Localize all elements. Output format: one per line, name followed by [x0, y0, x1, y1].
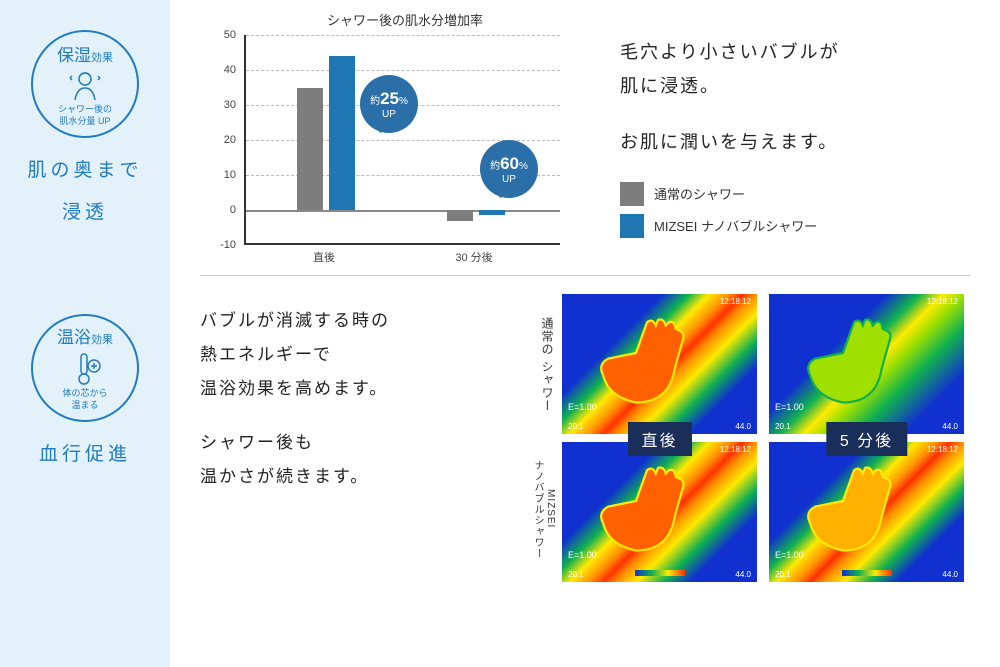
legend-item: MIZSEI ナノバブルシャワー: [620, 214, 970, 238]
hand-icon: [799, 457, 909, 567]
hand-icon: [592, 309, 702, 419]
top-section: シャワー後の肌水分増加率 -10 0 10 20 30 40 50 直後 30 分後 約25%U…: [200, 10, 970, 265]
badge-warmth-title: 温浴効果: [57, 323, 113, 348]
y-tick-label: 10: [224, 169, 236, 181]
badge-title-sub: 効果: [91, 52, 113, 64]
thermal-image: 12:18:12 E=1.00 20.144.0: [562, 442, 757, 582]
badge-moisture: 保湿効果 シャワー後の 肌水分量 UP: [31, 30, 139, 138]
sidebar: 保湿効果 シャワー後の 肌水分量 UP 肌の奥まで 浸透 温浴効果: [0, 0, 170, 667]
thermal-image: 12:18:12 E=1.00 20.144.0: [562, 294, 757, 434]
chart-bar: [329, 56, 355, 210]
sidebar-text-warmth: 血行促進: [39, 434, 131, 476]
hand-icon: [799, 309, 909, 419]
chart-title: シャワー後の肌水分増加率: [240, 10, 570, 29]
chart-container: シャワー後の肌水分増加率 -10 0 10 20 30 40 50 直後 30 分後 約25%U…: [200, 10, 570, 265]
y-tick-label: -10: [220, 239, 236, 251]
thermal-col-label: 5 分後: [826, 422, 907, 456]
thermal-col-5min: 12:18:12 E=1.00 20.144.0 5 分後 12:18:12 E…: [769, 294, 964, 582]
sidebar-text-moisture: 肌の奥まで 浸透: [27, 150, 142, 234]
bar-chart: -1001020304050 直後30 分後約25%UP約60%UP: [210, 35, 560, 265]
person-towel-icon: [67, 70, 103, 102]
badge-title-main: 保湿: [57, 46, 91, 65]
thermal-col-immediate: 12:18:12 E=1.00 20.144.0 直後 12:18:12 E=1…: [562, 294, 757, 582]
legend-label: MIZSEI ナノバブルシャワー: [654, 216, 817, 235]
y-tick-label: 40: [224, 64, 236, 76]
bottom-section: バブルが消滅する時の 熱エネルギーで 温浴効果を高めます。 シャワー後も 温かさ…: [200, 294, 970, 582]
y-axis: -1001020304050: [210, 35, 240, 265]
thermometer-icon: [67, 352, 103, 386]
chart-bar: [447, 210, 473, 221]
legend-swatch: [620, 182, 644, 206]
x-tick-label: 直後: [313, 249, 335, 265]
y-tick-label: 50: [224, 29, 236, 41]
section-divider: [200, 275, 970, 276]
x-tick-label: 30 分後: [455, 249, 492, 265]
description-text: 毛穴より小さいバブルが肌に浸透。 お肌に潤いを与えます。 通常のシャワー MIZ…: [570, 10, 970, 265]
main-content: シャワー後の肌水分増加率 -10 0 10 20 30 40 50 直後 30 分後 約25%U…: [170, 0, 1000, 667]
chart-callout: 約25%UP: [360, 75, 418, 133]
badge-warmth: 温浴効果 体の芯から 温まる: [31, 314, 139, 422]
y-tick-label: 20: [224, 134, 236, 146]
badge-moisture-sub: シャワー後の 肌水分量 UP: [58, 104, 112, 127]
badge-moisture-title: 保湿効果: [57, 41, 113, 66]
grid-line: [246, 210, 560, 212]
thermal-image: 12:18:12 E=1.00 20.144.0: [769, 294, 964, 434]
thermal-image: 12:18:12 E=1.00 20.144.0: [769, 442, 964, 582]
thermal-row-labels: 通常の シャワー MIZSEIナノバブルシャワー: [530, 294, 562, 582]
badge-warmth-sub: 体の芯から 温まる: [62, 388, 107, 411]
legend-label: 通常のシャワー: [654, 184, 745, 203]
chart-legend: 通常のシャワー MIZSEI ナノバブルシャワー: [620, 182, 970, 238]
chart-callout: 約60%UP: [480, 140, 538, 198]
thermal-row-label: 通常の シャワー: [530, 317, 556, 412]
badge-title-sub: 効果: [91, 334, 113, 346]
chart-bar: [297, 88, 323, 211]
thermal-col-label: 直後: [627, 422, 691, 456]
y-tick-label: 30: [224, 99, 236, 111]
warmth-description: バブルが消滅する時の 熱エネルギーで 温浴効果を高めます。 シャワー後も 温かさ…: [200, 294, 530, 582]
badge-title-main: 温浴: [57, 328, 91, 347]
grid-line: [246, 35, 560, 36]
legend-swatch: [620, 214, 644, 238]
thermal-row-label: MIZSEIナノバブルシャワー: [530, 460, 556, 559]
hand-icon: [592, 457, 702, 567]
y-tick-label: 0: [230, 204, 236, 216]
legend-item: 通常のシャワー: [620, 182, 970, 206]
thermal-image-grid: 通常の シャワー MIZSEIナノバブルシャワー 12:18:12 E=1.00…: [530, 294, 970, 582]
grid-line: [246, 70, 560, 71]
chart-bar: [479, 210, 505, 215]
